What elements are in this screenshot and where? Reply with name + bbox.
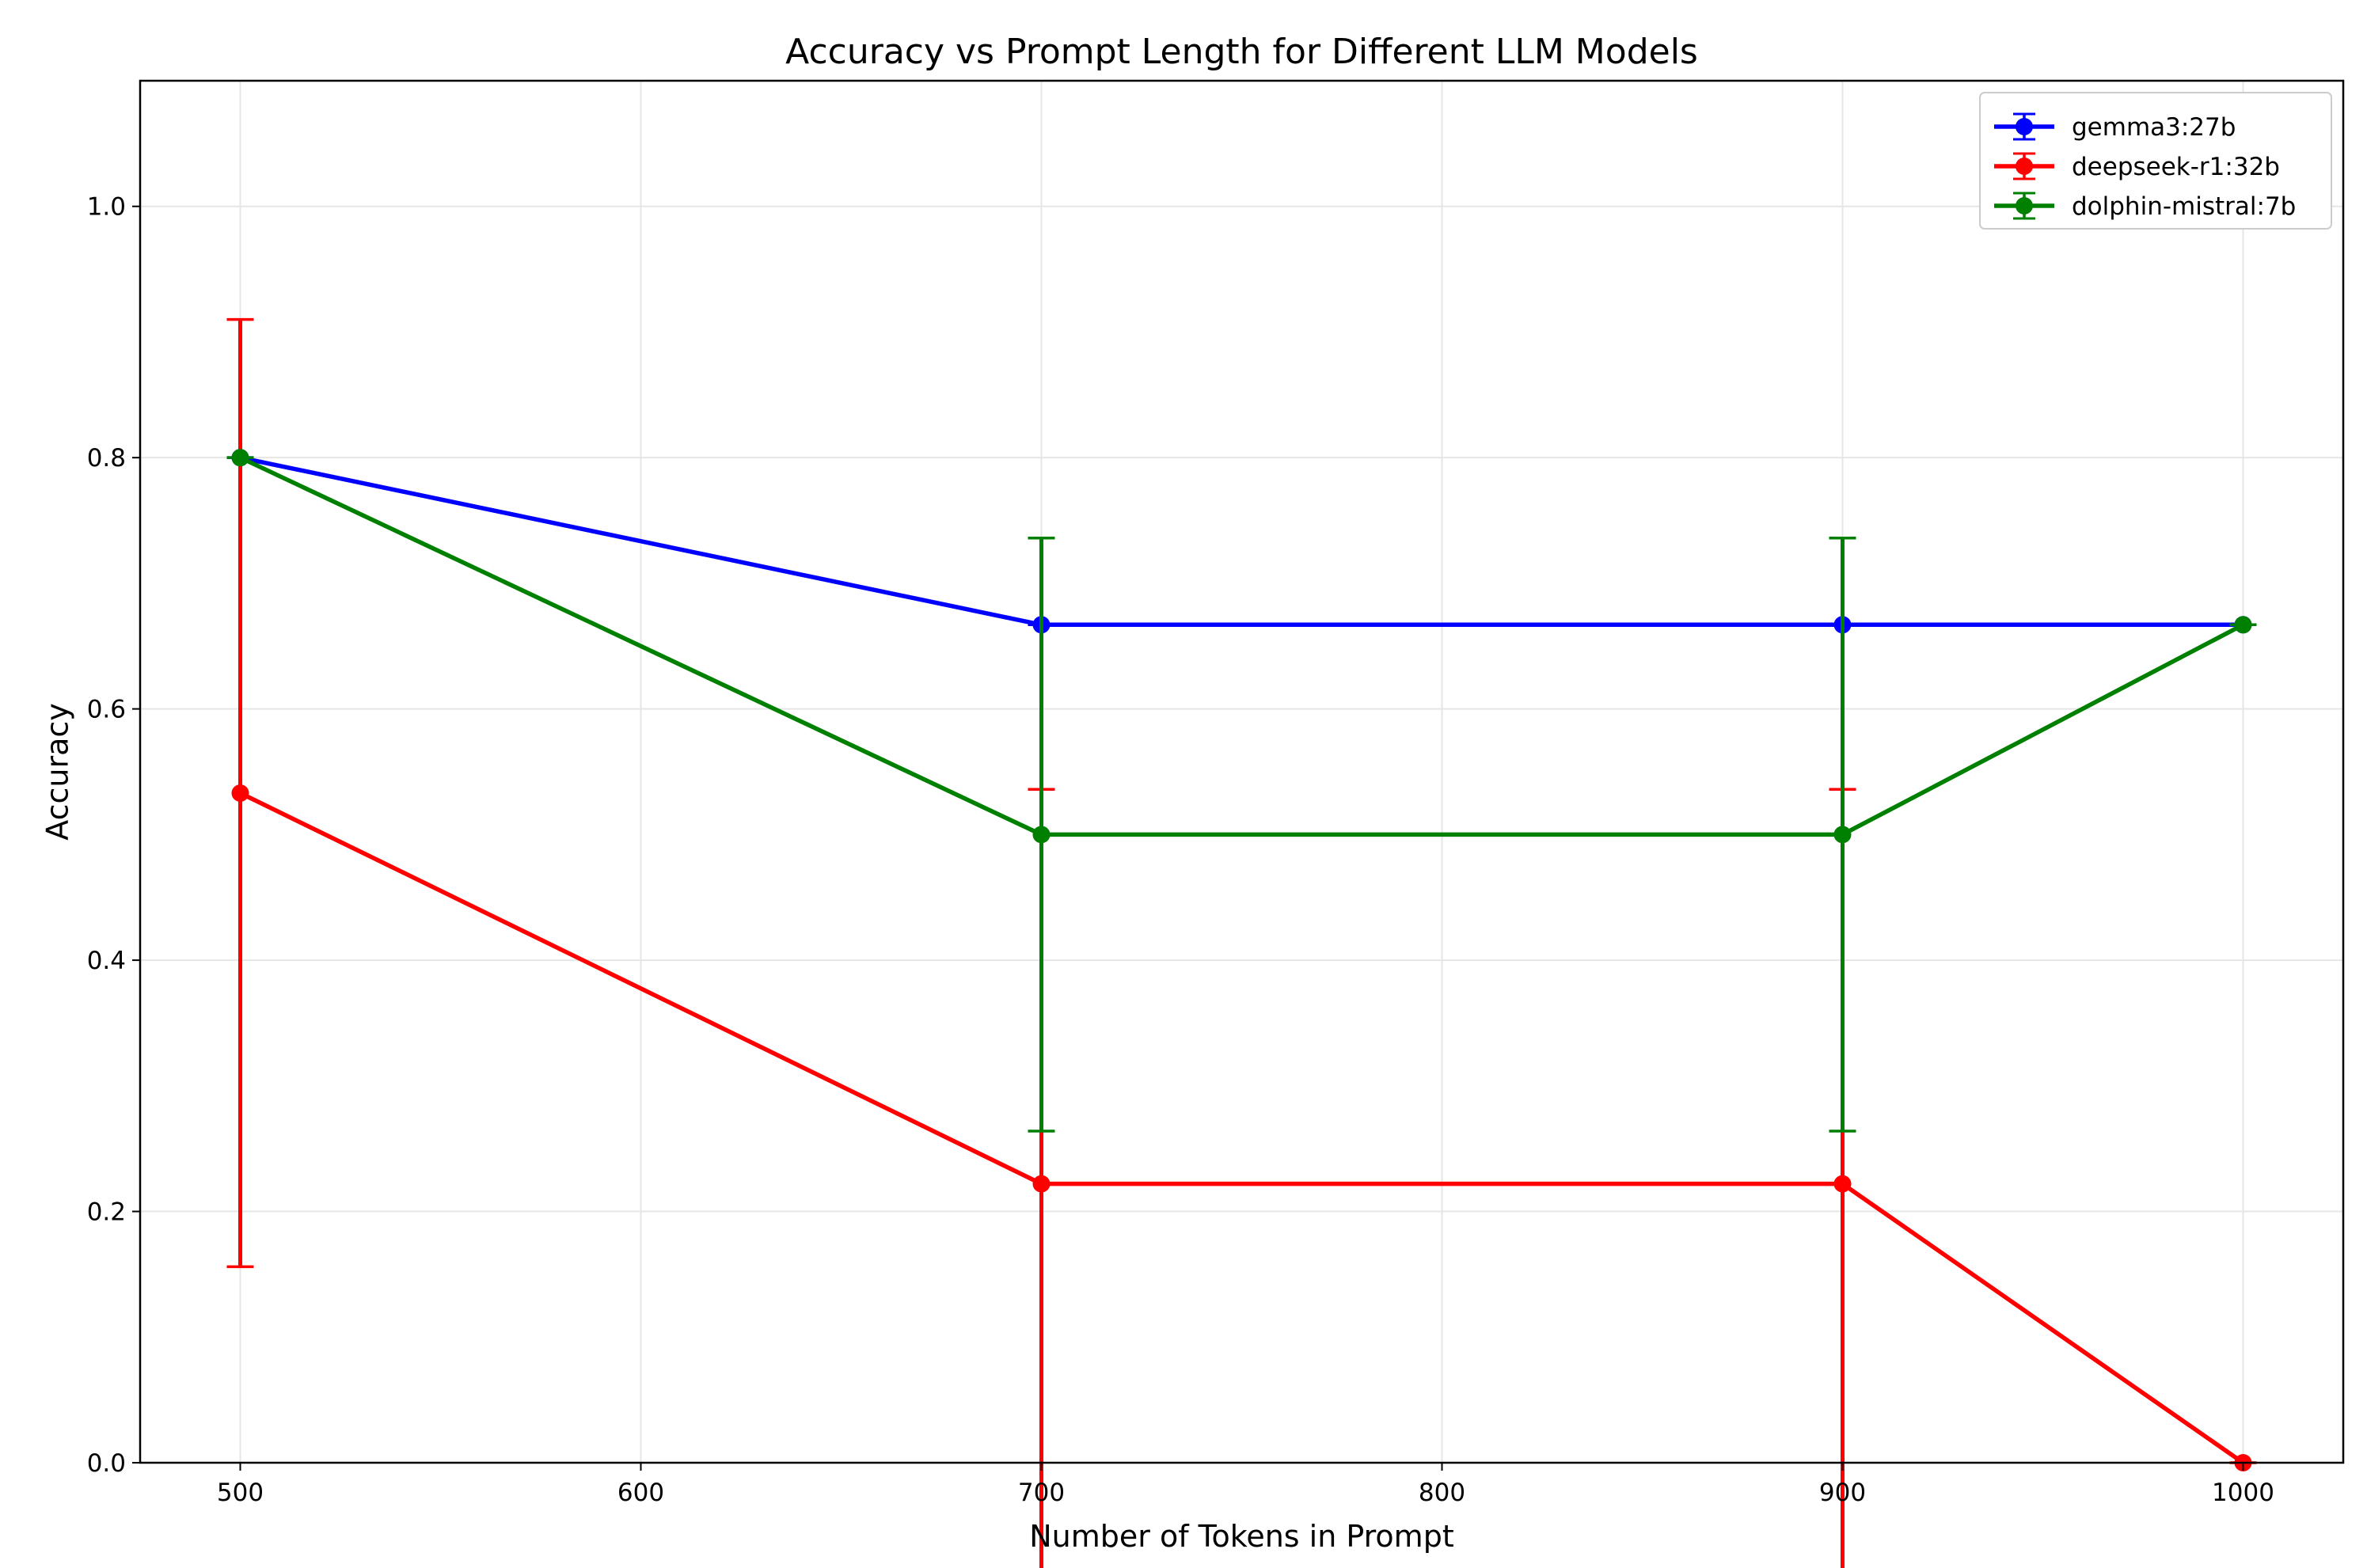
x-tick-label: 600 xyxy=(617,1479,664,1507)
x-tick-label: 1000 xyxy=(2212,1479,2274,1507)
plot-frame xyxy=(139,79,2345,1464)
legend-label: dolphin-mistral:7b xyxy=(2072,192,2296,221)
x-tick-label: 800 xyxy=(1419,1479,1465,1507)
y-tick-label: 0.2 xyxy=(87,1198,126,1227)
legend-marker xyxy=(2016,118,2033,135)
y-tick-label: 1.0 xyxy=(87,193,126,222)
series-line xyxy=(239,455,2244,628)
series-line xyxy=(239,455,2244,837)
legend-label: gemma3:27b xyxy=(2072,113,2236,142)
legend-box xyxy=(1979,92,2332,230)
ticks: 500 600 700 800 900 1000 0.0 0.2 0.4 0.6 0.8 1.0 xyxy=(87,193,2274,1507)
y-tick-label: 0.6 xyxy=(87,696,126,724)
series-dolphin-mistral:7b xyxy=(226,449,2257,1133)
series-layer xyxy=(226,317,2257,1568)
legend-marker xyxy=(2016,158,2033,175)
y-tick-label: 0.0 xyxy=(87,1449,126,1478)
chart-title: Accuracy vs Prompt Length for Different … xyxy=(785,32,1698,72)
data-point xyxy=(1833,1175,1852,1193)
y-axis-label: Accuracy xyxy=(40,703,74,841)
legend-marker xyxy=(2016,197,2033,215)
x-axis-label: Number of Tokens in Prompt xyxy=(1029,1519,1453,1554)
y-tick-label: 0.8 xyxy=(87,444,126,473)
legend: gemma3:27b deepseek-r1:32b dolphin-mistral… xyxy=(1979,92,2332,230)
x-tick-label: 900 xyxy=(1819,1479,1866,1507)
y-tick-label: 0.4 xyxy=(87,947,126,975)
legend-label: deepseek-r1:32b xyxy=(2072,153,2280,181)
data-point xyxy=(1032,1175,1051,1193)
data-point xyxy=(2234,616,2252,634)
data-point xyxy=(1032,826,1051,844)
data-point xyxy=(231,449,249,467)
x-tick-label: 500 xyxy=(217,1479,264,1507)
series-line xyxy=(239,791,2245,1465)
x-tick-label: 700 xyxy=(1018,1479,1065,1507)
data-point xyxy=(231,784,249,802)
data-point xyxy=(1833,826,1852,844)
